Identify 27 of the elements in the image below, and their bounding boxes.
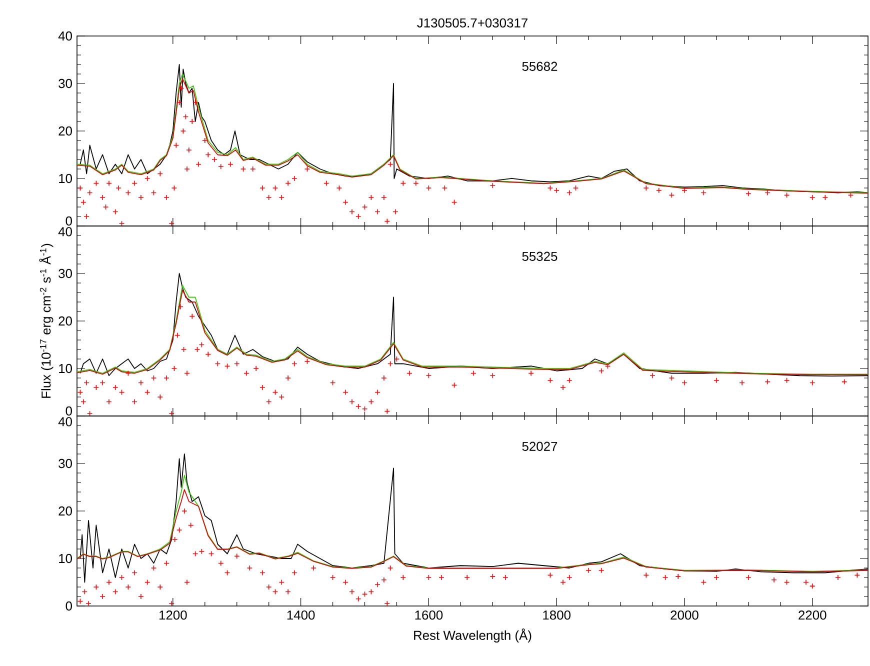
y-tick-label: 30 bbox=[58, 268, 72, 278]
y-tick-label: 0 bbox=[66, 406, 72, 416]
y-tick-label: 10 bbox=[59, 174, 72, 184]
y-tick-label: 0 bbox=[66, 216, 72, 226]
y-tick-label: 40 bbox=[58, 417, 72, 426]
y-tick-label: 20 bbox=[58, 506, 72, 516]
y-tick-label: 40 bbox=[58, 31, 72, 41]
y-tick-label: 20 bbox=[58, 126, 72, 136]
annotation: 52027 bbox=[522, 442, 558, 451]
y-tick-label: 10 bbox=[59, 364, 72, 374]
x-tick-label: 2200 bbox=[798, 610, 826, 620]
y-tick-label: 0 bbox=[66, 601, 72, 611]
text: Flux (10$^{-17}$ erg cm$^{-2}$ s$^{-1}$ Å$^{-1}$) bbox=[39, 244, 54, 398]
x-tick-label: 1400 bbox=[287, 610, 315, 620]
x-tick-label: 2000 bbox=[670, 610, 698, 620]
annotation: 55325 bbox=[522, 252, 558, 261]
annotation: 55682 bbox=[522, 62, 558, 71]
x-tick-label: 1200 bbox=[160, 610, 187, 620]
x-axis-title: Rest Wavelength (Å) bbox=[414, 628, 532, 643]
y-tick-label: 10 bbox=[59, 554, 72, 564]
y-tick-label: 40 bbox=[58, 227, 72, 236]
y-tick-label: 30 bbox=[58, 458, 72, 468]
y-tick-label: 30 bbox=[58, 78, 72, 88]
x-tick-label: 1600 bbox=[415, 610, 443, 620]
y-tick-label: 20 bbox=[58, 316, 72, 326]
x-tick-label: 1800 bbox=[543, 610, 570, 620]
chart-title: J130505.7+030317 bbox=[417, 18, 528, 28]
